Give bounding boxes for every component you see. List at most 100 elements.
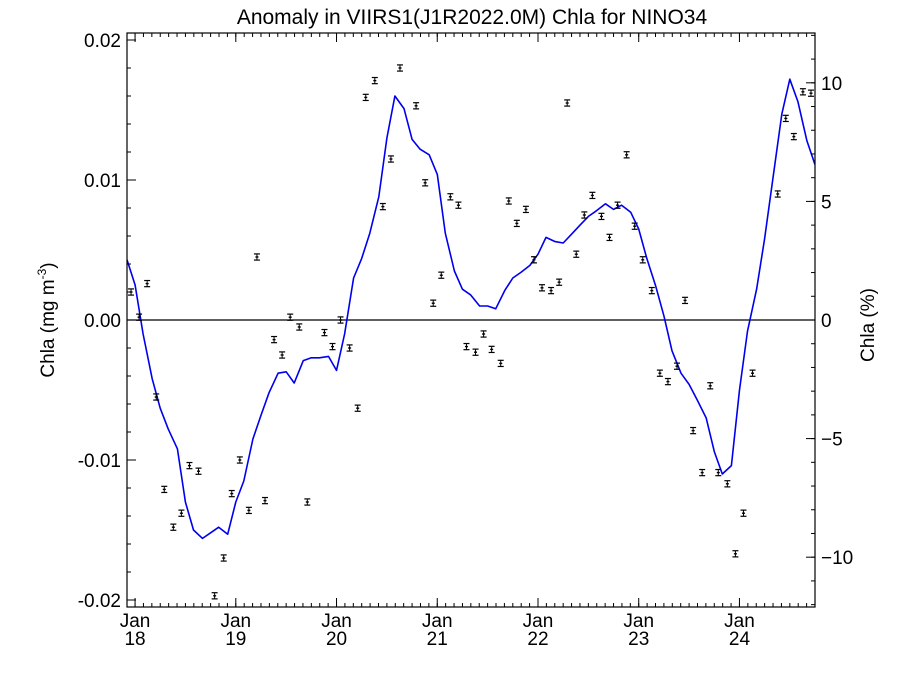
data-point <box>480 330 487 338</box>
data-point <box>362 93 369 102</box>
data-point <box>178 509 185 517</box>
data-point <box>144 279 151 288</box>
data-point <box>304 498 311 506</box>
data-point <box>530 256 537 264</box>
y-tick-label-left: 0.02 <box>84 31 121 52</box>
data-point <box>329 342 336 351</box>
data-point <box>548 286 555 295</box>
x-tick-label-year: 19 <box>225 629 246 650</box>
data-point <box>724 480 731 488</box>
data-point <box>204 646 210 652</box>
y-tick-label-right: 10 <box>821 74 842 95</box>
data-point <box>589 191 596 200</box>
data-point <box>573 250 580 258</box>
y-tick-label-left: 0.00 <box>84 311 121 332</box>
data-point <box>262 496 269 505</box>
data-point <box>682 296 689 305</box>
x-tick-label-year: 24 <box>729 629 751 650</box>
x-tick-label-month: Jan <box>422 611 453 632</box>
data-point <box>346 344 353 352</box>
data-point <box>614 201 621 209</box>
x-tick-label-month: Jan <box>321 611 352 632</box>
data-point <box>371 76 378 85</box>
y-tick-label-right: −5 <box>821 430 843 451</box>
data-point <box>581 211 588 219</box>
data-point <box>799 88 806 96</box>
data-point <box>279 351 286 359</box>
data-point <box>690 426 697 435</box>
y-axis-label-right: Chla (%) <box>858 288 879 362</box>
data-point <box>564 99 571 107</box>
data-point <box>186 461 193 470</box>
data-point <box>707 382 714 390</box>
data-point <box>648 286 655 295</box>
data-point <box>422 179 429 187</box>
data-point <box>522 205 529 214</box>
data-point <box>271 335 278 344</box>
data-point <box>387 155 394 163</box>
data-point <box>211 592 218 600</box>
data-point <box>656 369 663 377</box>
data-point <box>321 328 328 337</box>
data-point <box>774 190 781 198</box>
data-point <box>673 362 680 370</box>
data-point <box>161 485 168 494</box>
data-point <box>556 278 563 286</box>
data-point <box>253 253 260 261</box>
data-point <box>170 523 177 531</box>
data-point <box>598 212 605 221</box>
data-point <box>195 467 202 475</box>
data-point <box>631 222 638 230</box>
data-point <box>664 377 671 386</box>
chart-title: Anomaly in VIIRS1(J1R2022.0M) Chla for N… <box>237 6 708 29</box>
data-point <box>337 316 344 324</box>
data-point <box>732 550 739 558</box>
y-tick-label-right: −10 <box>821 548 853 569</box>
data-point <box>790 132 797 141</box>
data-point <box>430 299 437 307</box>
y-tick-label-left: -0.02 <box>78 591 121 612</box>
data-point <box>447 193 454 201</box>
data-point <box>153 393 160 401</box>
data-point <box>438 271 445 279</box>
x-tick-label-month: Jan <box>623 611 654 632</box>
data-point <box>782 114 789 123</box>
data-point <box>505 197 512 205</box>
data-point <box>699 468 706 477</box>
x-tick-label-year: 21 <box>427 629 448 650</box>
data-point <box>220 554 227 562</box>
x-tick-label-month: Jan <box>523 611 554 632</box>
data-point <box>623 151 630 159</box>
data-point <box>639 256 646 264</box>
data-point <box>740 509 747 517</box>
data-point <box>413 102 420 110</box>
x-tick-label-month: Jan <box>220 611 251 632</box>
data-point <box>758 16 764 22</box>
y-axis-label-left: Chla (mg m-3) <box>35 262 59 377</box>
data-point <box>472 348 479 356</box>
data-point <box>807 89 814 97</box>
data-point <box>539 284 546 292</box>
data-point <box>396 64 403 72</box>
x-tick-label-year: 18 <box>124 629 145 650</box>
data-point <box>606 233 613 242</box>
data-point <box>228 489 235 498</box>
x-tick-label-month: Jan <box>120 611 151 632</box>
x-tick-label-month: Jan <box>724 611 755 632</box>
data-point <box>497 359 504 368</box>
data-point <box>488 345 495 354</box>
data-point <box>455 201 462 209</box>
data-point <box>354 404 361 412</box>
data-point <box>236 456 243 464</box>
data-point <box>749 369 756 377</box>
y-tick-label-right: 5 <box>821 192 832 213</box>
data-point <box>312 639 318 645</box>
x-tick-label-year: 22 <box>527 629 548 650</box>
blue-line-series <box>127 78 815 540</box>
data-point <box>513 219 520 228</box>
data-point <box>287 313 294 321</box>
data-point <box>379 202 386 211</box>
y-tick-label-left: -0.01 <box>78 451 121 472</box>
data-point <box>245 506 252 515</box>
